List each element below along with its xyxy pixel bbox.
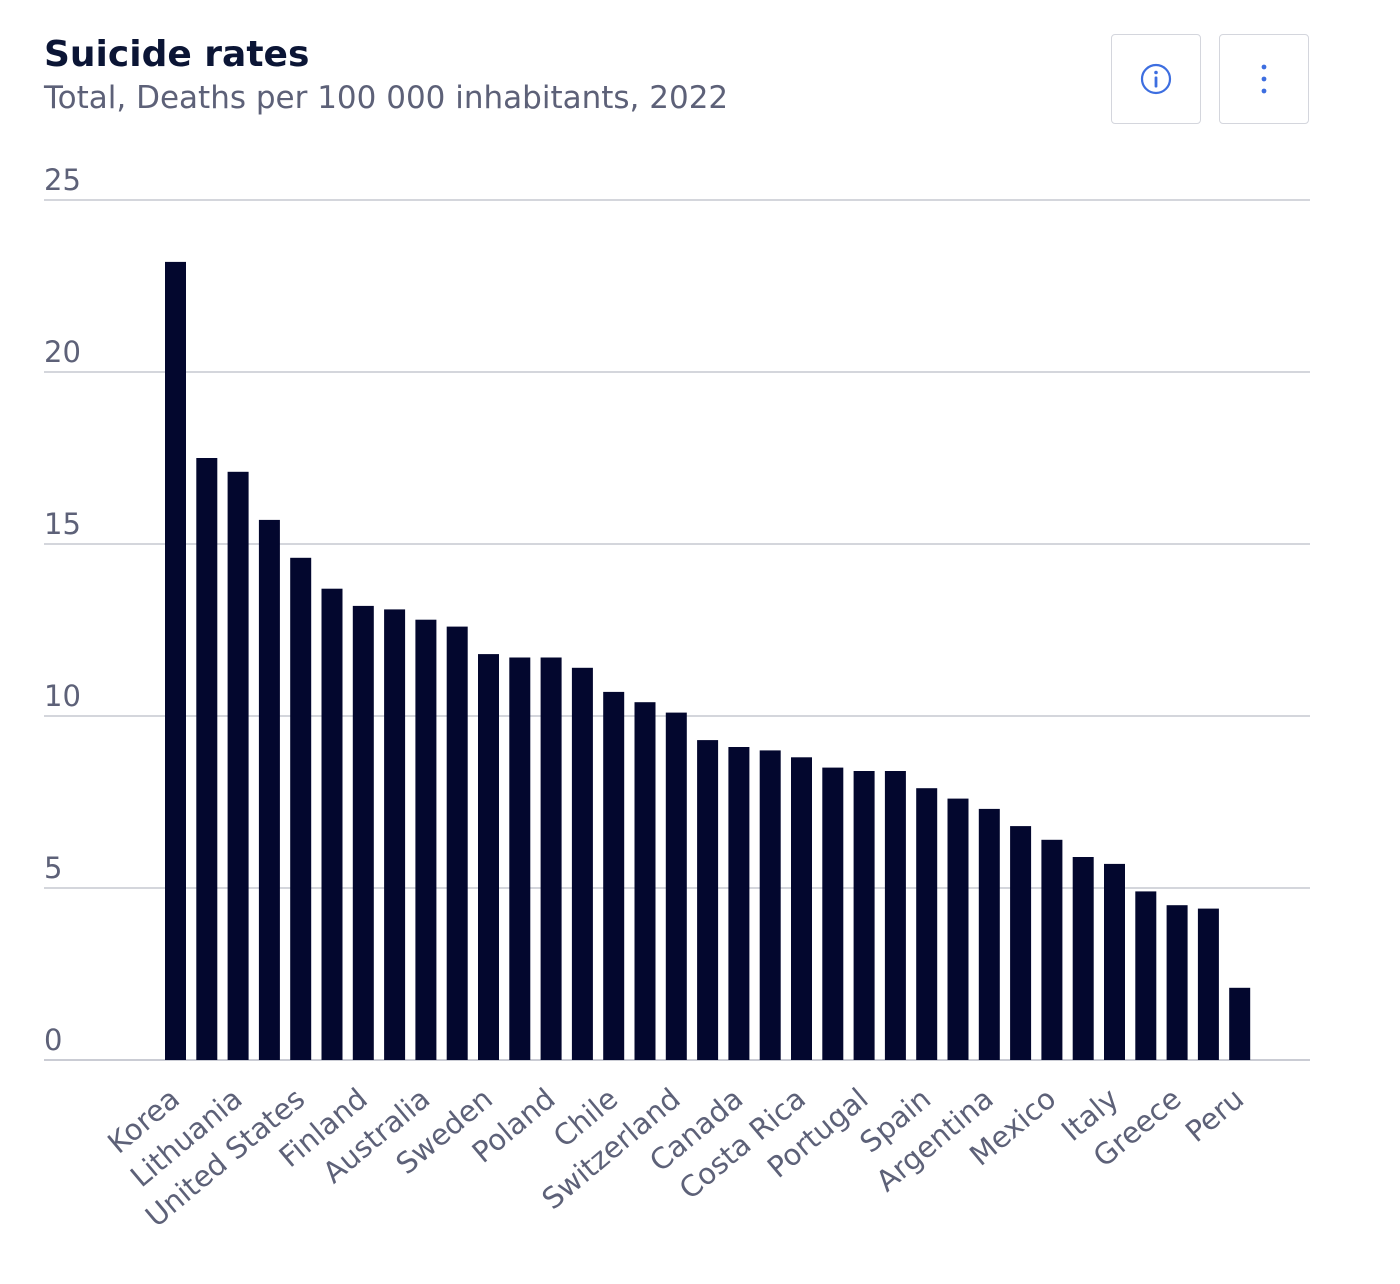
y-tick-label: 20 [44,335,81,369]
bar[interactable] [415,619,437,1060]
bar[interactable] [822,767,844,1060]
info-button[interactable] [1111,34,1201,124]
bar[interactable] [571,667,593,1060]
bar[interactable] [884,771,906,1060]
bar[interactable] [352,605,374,1060]
chart-subtitle: Total, Deaths per 100 000 inhabitants, 2… [44,80,729,116]
bars [165,261,1251,1061]
bar[interactable] [759,750,781,1060]
bar[interactable] [603,691,625,1060]
y-tick-label: 25 [44,163,81,197]
bar[interactable] [509,657,531,1061]
bar[interactable] [258,519,280,1060]
info-icon [1140,63,1172,95]
bar[interactable] [165,261,186,1060]
bar[interactable] [540,657,562,1061]
x-tick-label: Peru [1179,1081,1250,1149]
bar[interactable] [290,557,312,1060]
bar[interactable] [478,654,499,1060]
bar[interactable] [665,712,687,1060]
bar[interactable] [853,771,875,1060]
bar[interactable] [978,808,1000,1060]
bar[interactable] [321,588,343,1060]
bar[interactable] [384,609,406,1060]
y-tick-label: 15 [44,507,81,541]
chart-title: Suicide rates [44,34,310,75]
bar[interactable] [916,788,938,1060]
bar[interactable] [947,798,969,1060]
bar[interactable] [1197,908,1219,1060]
bar[interactable] [634,702,656,1060]
bar[interactable] [446,626,468,1060]
bar[interactable] [1229,987,1251,1060]
bar[interactable] [1104,863,1125,1060]
bar[interactable] [791,757,812,1060]
bar[interactable] [1041,839,1063,1060]
bar[interactable] [227,471,249,1060]
bar[interactable] [1166,905,1188,1060]
y-tick-label: 0 [44,1023,62,1057]
bar[interactable] [1010,826,1032,1060]
y-tick-label: 5 [44,851,62,885]
bar[interactable] [728,747,750,1060]
y-axis-ticks: 0 5 10 15 20 25 [44,163,81,1057]
bar[interactable] [196,458,218,1060]
bar[interactable] [1135,891,1157,1060]
y-tick-label: 10 [44,679,81,713]
more-vertical-icon [1261,64,1267,94]
bar[interactable] [697,740,719,1060]
bar[interactable] [1072,857,1094,1060]
more-options-button[interactable] [1219,34,1309,124]
